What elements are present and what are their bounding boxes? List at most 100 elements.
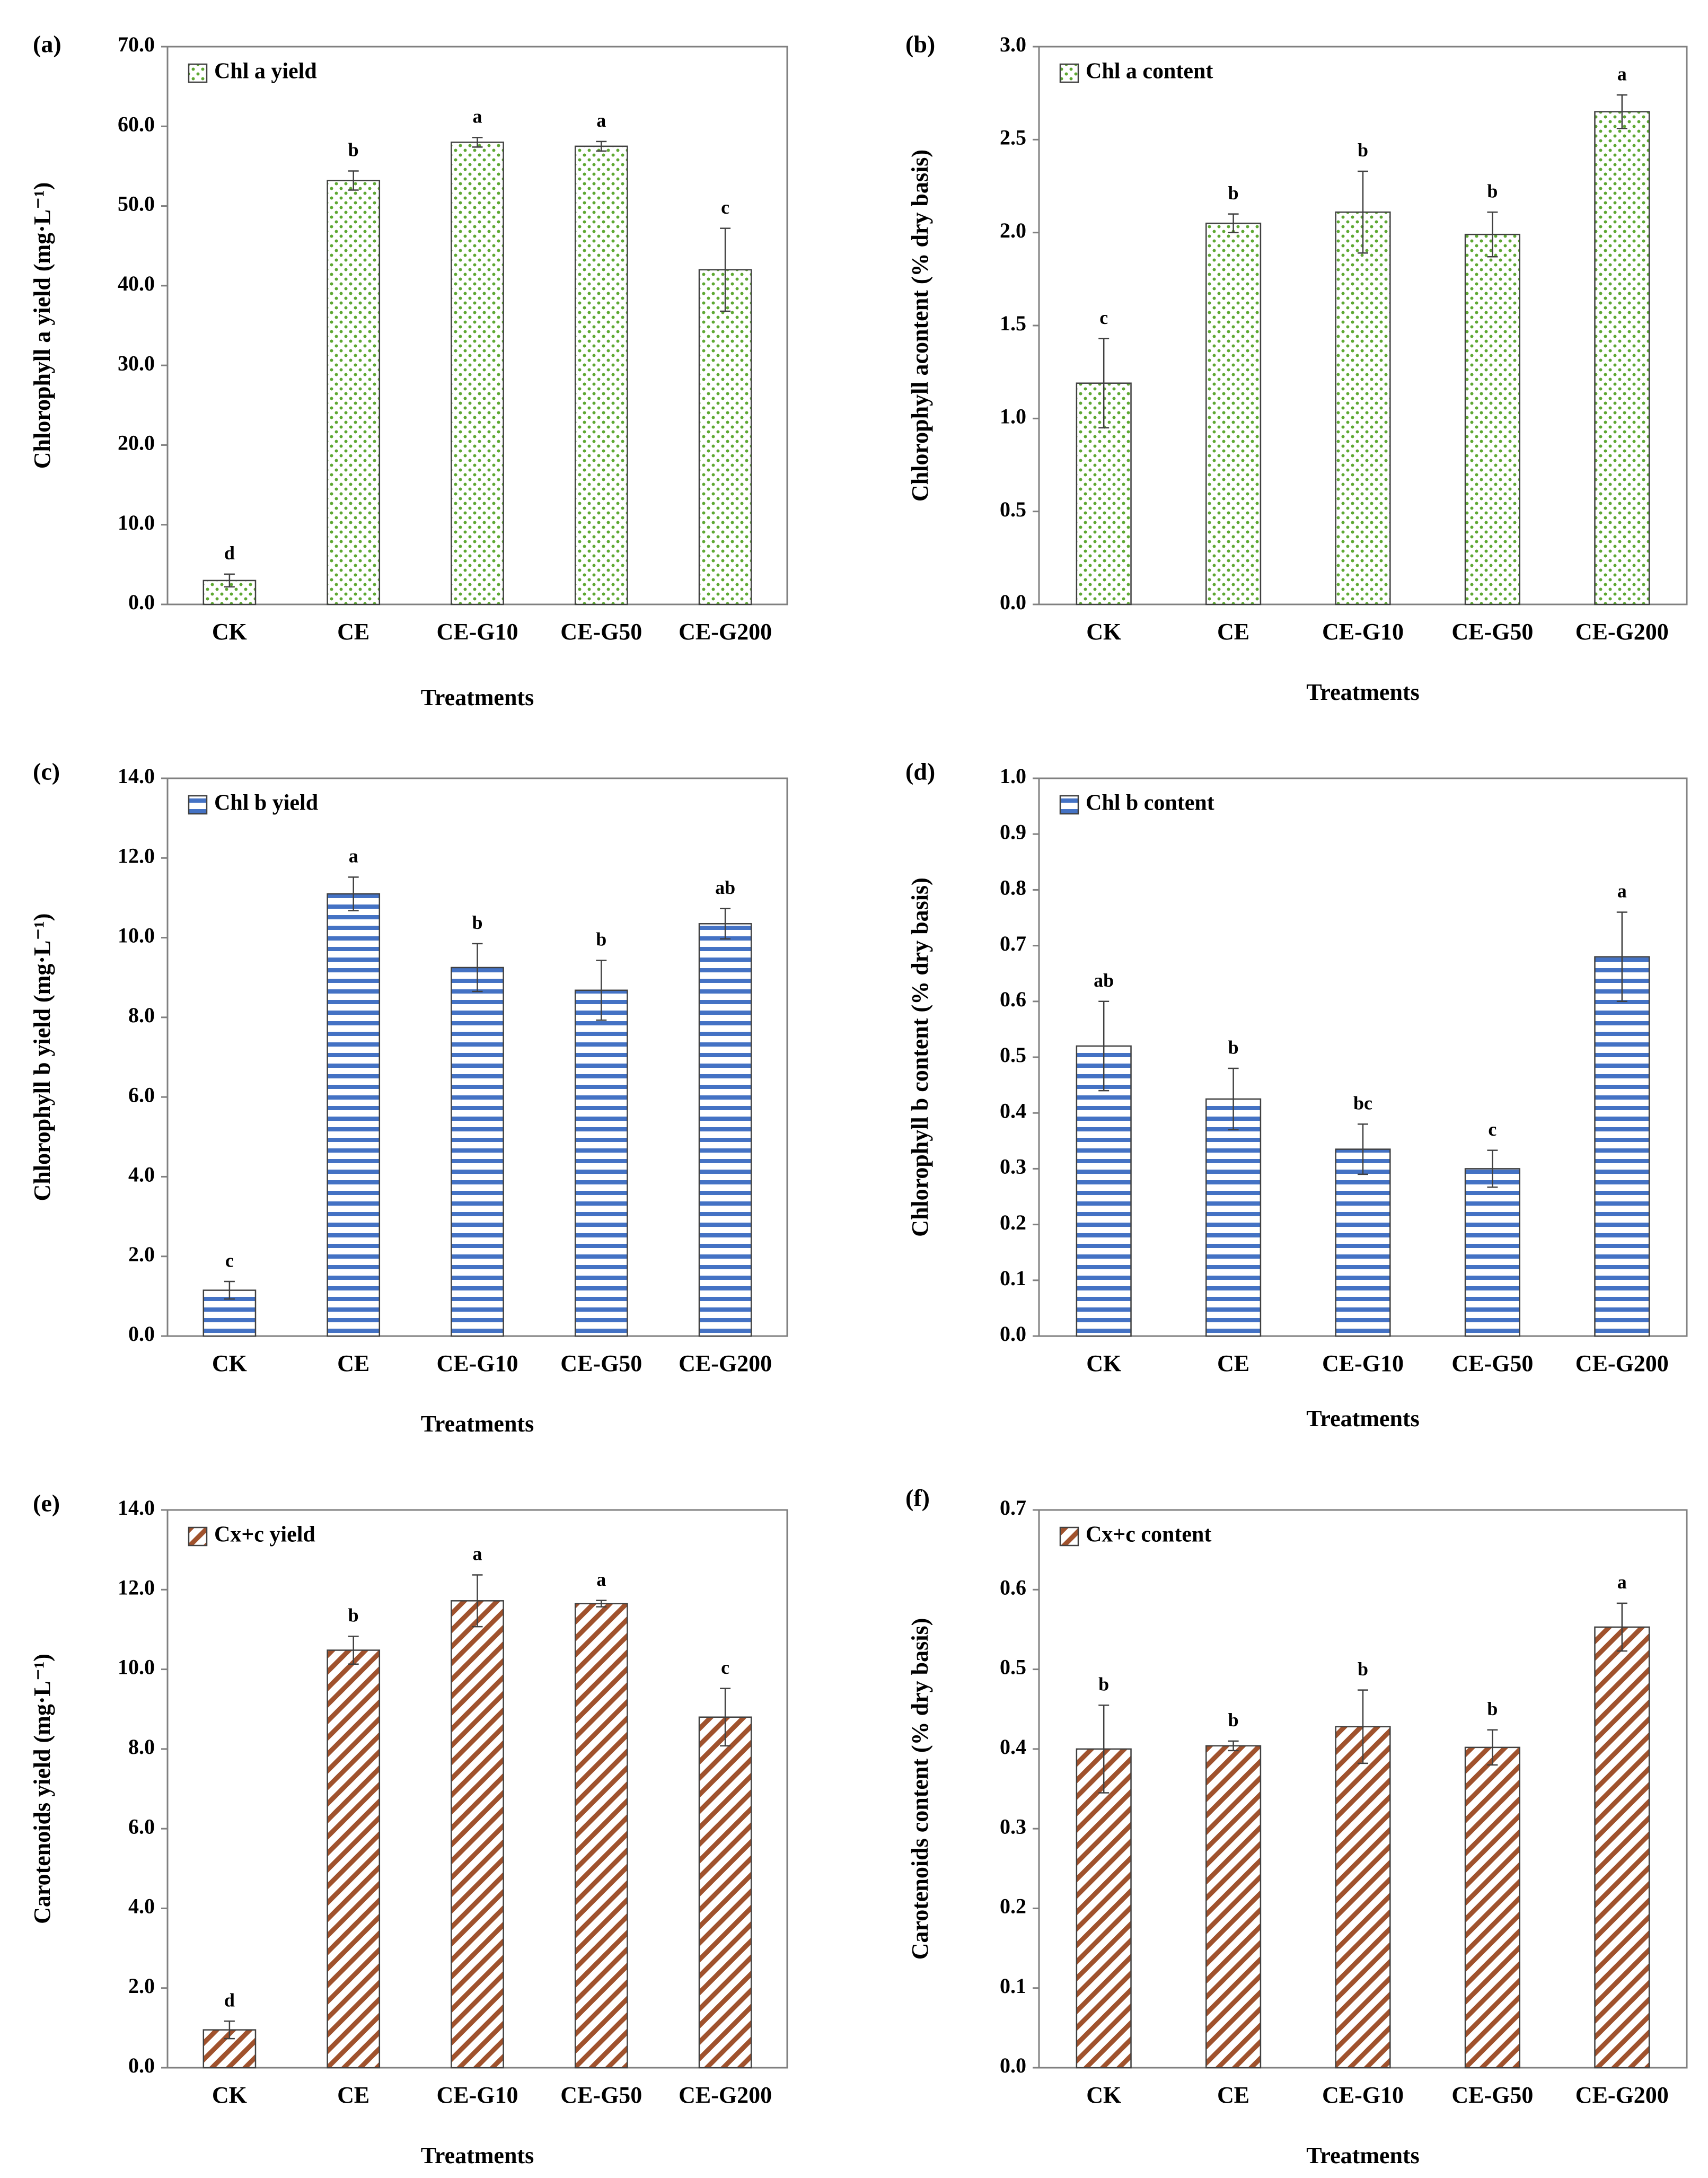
- x-axis-title: Treatments: [421, 2142, 534, 2168]
- y-tick-label: 30.0: [118, 351, 155, 375]
- bar-ce-g50: [1464, 1168, 1520, 1337]
- y-tick-label: 40.0: [118, 271, 155, 295]
- x-tick-label: CE-G50: [1451, 1350, 1533, 1376]
- y-tick-label: 0.8: [1000, 876, 1026, 900]
- y-tick-label: 4.0: [128, 1163, 155, 1187]
- y-tick-label: 0.1: [1000, 1974, 1026, 1998]
- legend-label: Cx+c content: [1086, 1523, 1211, 1547]
- chart-panel-d: (d) 0.0 0.1 0.2 0.3 0.4 0.5 0.6 0.7 0.8 0.9 1.0 Chlo…: [905, 758, 1688, 1431]
- x-tick-label: CK: [212, 619, 247, 645]
- significance-label: a: [349, 846, 358, 867]
- y-tick-label: 0.5: [1000, 1043, 1026, 1067]
- x-tick-label: CK: [212, 2082, 247, 2108]
- x-tick-label: CK: [212, 1350, 247, 1376]
- y-axis-title: Chlorophyll b yield (mg·L⁻¹): [29, 914, 55, 1201]
- bar-ck: [1076, 1045, 1132, 1337]
- y-tick-label: 0.0: [128, 1322, 155, 1346]
- y-tick-label: 4.0: [128, 1894, 155, 1918]
- bar-ce: [1205, 222, 1262, 605]
- y-tick-label: 1.0: [1000, 764, 1026, 788]
- y-tick-label: 0.3: [1000, 1814, 1026, 1838]
- x-axis-title: Treatments: [1306, 679, 1419, 705]
- y-tick-label: 0.0: [128, 590, 155, 614]
- legend-label: Chl a content: [1086, 59, 1213, 84]
- bar-ck: [1076, 1748, 1132, 2069]
- y-tick-label: 1.5: [1000, 311, 1026, 335]
- bar-ce-g10: [1335, 211, 1391, 605]
- panel-label: (f): [905, 1485, 930, 1512]
- significance-label: b: [1487, 1698, 1498, 1719]
- y-tick-label: 14.0: [118, 764, 155, 788]
- y-tick-label: 0.0: [1000, 1322, 1026, 1346]
- significance-label: c: [1099, 307, 1108, 328]
- x-tick-label: CE-G10: [437, 1350, 518, 1376]
- y-tick-label: 0.0: [128, 2053, 155, 2077]
- y-tick-label: 2.5: [1000, 126, 1026, 150]
- legend-label: Chl a yield: [214, 59, 317, 84]
- chart-panel-f: (f) 0.0 0.1 0.2 0.3 0.4 0.5 0.6 0.7 Carotenoids c…: [905, 1485, 1688, 2168]
- y-tick-label: 0.0: [1000, 590, 1026, 614]
- x-axis-title: Treatments: [421, 684, 534, 710]
- x-tick-label: CE: [1217, 1350, 1249, 1376]
- y-tick-label: 3.0: [1000, 32, 1026, 56]
- x-tick-label: CE-G10: [1322, 2082, 1404, 2108]
- significance-label: b: [596, 929, 606, 950]
- bar-ce-g50: [574, 989, 628, 1337]
- significance-label: c: [1488, 1119, 1496, 1140]
- x-tick-label: CE-G50: [560, 1350, 642, 1376]
- legend-label: Cx+c yield: [214, 1523, 315, 1547]
- y-tick-label: 6.0: [128, 1083, 155, 1106]
- significance-label: b: [472, 912, 482, 933]
- y-tick-label: 0.6: [1000, 1575, 1026, 1599]
- significance-label: c: [225, 1250, 234, 1271]
- bar-ce-g10: [451, 1600, 504, 2069]
- y-axis-title: Chlorophyll b content (% dry basis): [907, 877, 933, 1237]
- y-tick-label: 0.4: [1000, 1735, 1026, 1759]
- panel-label: (e): [33, 1490, 60, 1517]
- x-tick-label: CE-G50: [1451, 619, 1533, 645]
- y-tick-label: 2.0: [128, 1242, 155, 1266]
- y-tick-label: 1.0: [1000, 405, 1026, 428]
- significance-label: b: [1487, 180, 1498, 201]
- legend-swatch: [1059, 1526, 1079, 1547]
- legend-label: Chl b content: [1086, 791, 1214, 815]
- bar-ce-g200: [1594, 956, 1650, 1337]
- x-tick-label: CE-G200: [679, 2082, 772, 2108]
- y-tick-label: 70.0: [118, 32, 155, 56]
- y-tick-label: 8.0: [128, 1003, 155, 1027]
- y-axis-title: Carotenoids content (% dry basis): [907, 1618, 933, 1960]
- bar-ce-g10: [451, 967, 504, 1337]
- bar-ce-g10: [1335, 1148, 1391, 1337]
- bar-ce: [1205, 1745, 1262, 2069]
- y-tick-label: 10.0: [118, 1655, 155, 1679]
- y-tick-label: 12.0: [118, 1575, 155, 1599]
- bar-ce: [327, 1649, 381, 2069]
- legend-swatch: [188, 795, 208, 815]
- y-tick-label: 2.0: [1000, 218, 1026, 242]
- significance-label: b: [1358, 1658, 1368, 1680]
- y-tick-label: 0.5: [1000, 1655, 1026, 1679]
- significance-label: b: [1098, 1673, 1109, 1694]
- bar-ce: [1205, 1098, 1262, 1337]
- legend-label: Chl b yield: [214, 791, 318, 815]
- bar-ce-g10: [451, 142, 504, 605]
- x-tick-label: CK: [1086, 1350, 1121, 1376]
- chart-panel-a: (a) 0.0 10.0 20.0 30.0 40.0 50.0 60.0 70.0 Chloro…: [29, 31, 788, 710]
- bar-ce-g10: [1335, 1726, 1391, 2069]
- x-axis-title: Treatments: [1306, 1406, 1419, 1431]
- significance-label: b: [1228, 1709, 1239, 1731]
- significance-label: a: [596, 110, 606, 131]
- y-tick-label: 8.0: [128, 1735, 155, 1759]
- significance-label: ab: [1094, 970, 1114, 991]
- x-tick-label: CE: [337, 619, 369, 645]
- significance-label: a: [473, 106, 482, 127]
- y-tick-label: 0.7: [1000, 1496, 1026, 1520]
- x-tick-label: CE: [1217, 619, 1249, 645]
- chart-panel-b: (b) 0.0 0.5 1.0 1.5 2.0 2.5 3.0 Chlorophyll acon…: [905, 31, 1688, 705]
- y-tick-label: 14.0: [118, 1496, 155, 1520]
- y-tick-label: 0.6: [1000, 987, 1026, 1011]
- y-tick-label: 12.0: [118, 844, 155, 867]
- x-tick-label: CK: [1086, 619, 1121, 645]
